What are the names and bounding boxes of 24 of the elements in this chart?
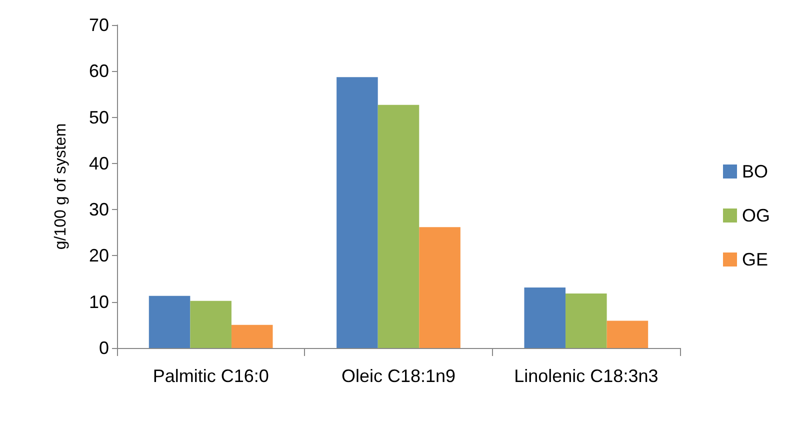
y-tick-label: 50 xyxy=(88,107,109,128)
x-tick-label: Palmitic C16:0 xyxy=(152,366,269,386)
bar xyxy=(231,324,273,348)
y-tick-label: 10 xyxy=(88,292,109,312)
bar xyxy=(524,288,566,348)
legend-label: BO xyxy=(742,162,768,182)
bar xyxy=(148,296,190,348)
legend-label: GE xyxy=(742,250,768,270)
y-axis-title: g/100 g of system xyxy=(52,123,70,250)
y-tick-label: 40 xyxy=(88,153,109,174)
y-tick-label: 60 xyxy=(88,61,109,82)
bar xyxy=(606,320,648,348)
x-tick-label: Linolenic C18:3n3 xyxy=(514,366,658,386)
y-tick-label: 20 xyxy=(88,246,109,266)
y-tick-label: 30 xyxy=(88,200,109,220)
bar xyxy=(336,77,378,348)
bar xyxy=(378,104,420,348)
bar xyxy=(190,300,232,348)
bar xyxy=(419,227,460,348)
bar xyxy=(566,294,607,348)
y-tick-label: 70 xyxy=(88,15,109,35)
legend-label: OG xyxy=(742,206,770,226)
x-tick-label: Oleic C18:1n9 xyxy=(341,366,456,386)
y-tick-label: 0 xyxy=(98,338,109,358)
